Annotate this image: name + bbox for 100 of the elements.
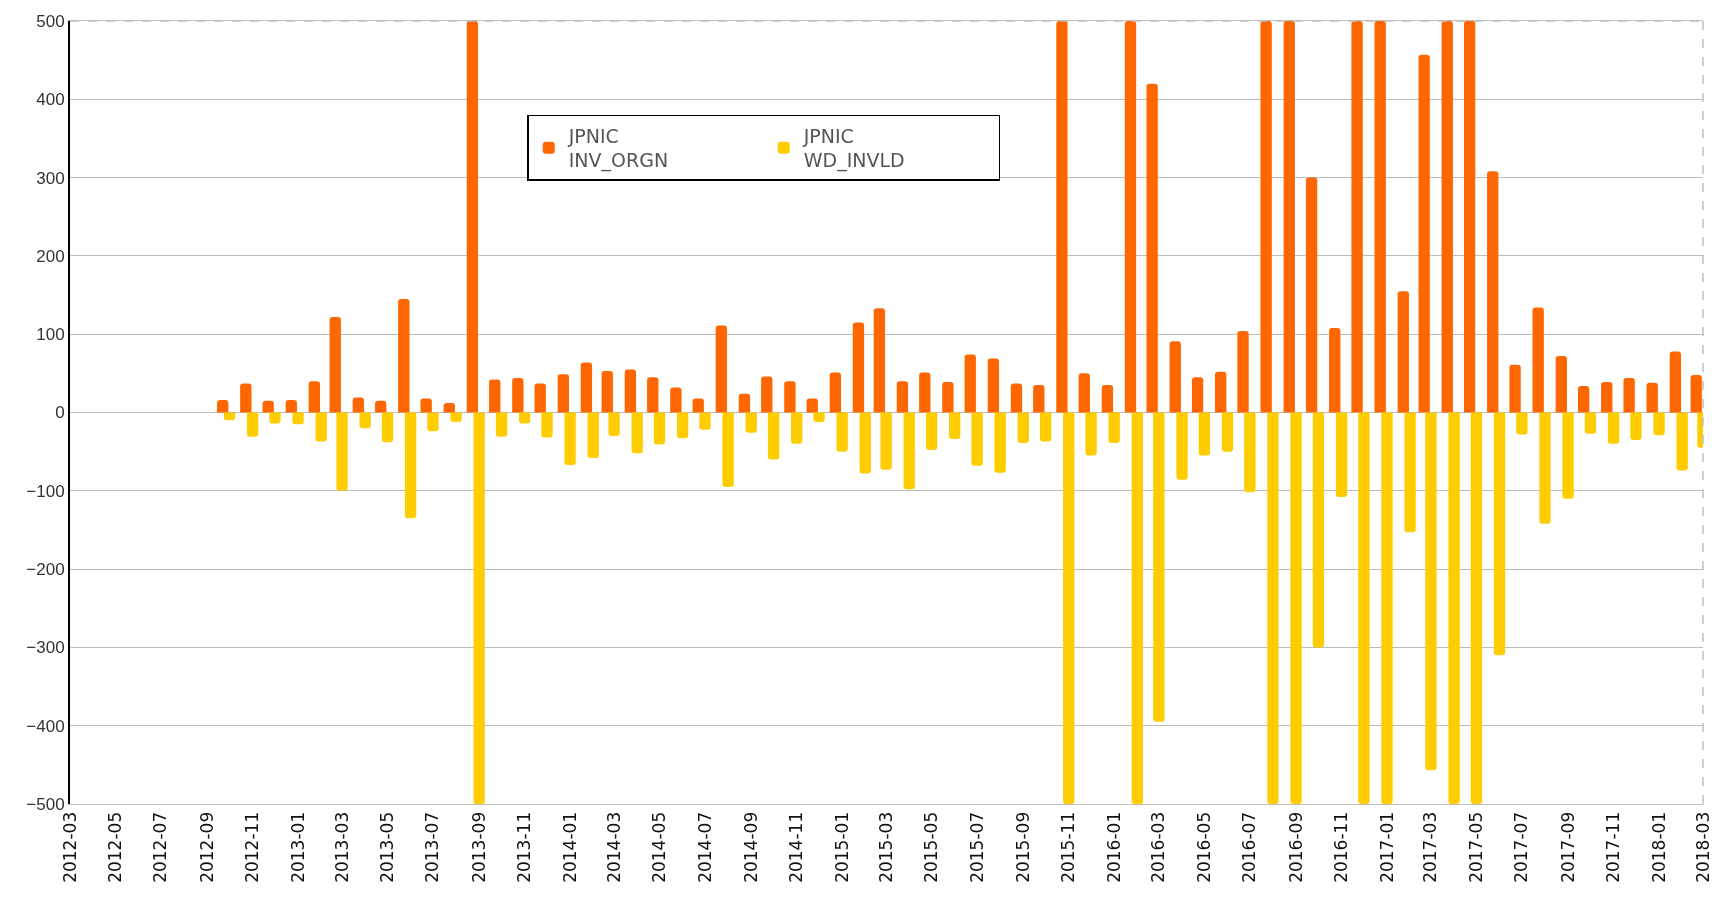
bar: [534, 383, 546, 413]
x-tick-label: 2017-01: [1376, 811, 1397, 883]
y-tick-label: 200: [36, 246, 65, 266]
x-tick-label: 2016-03: [1148, 811, 1169, 883]
bar: [1562, 412, 1574, 499]
bar: [473, 412, 485, 804]
bar: [806, 398, 818, 413]
x-tick-label: 2013-11: [514, 811, 535, 883]
bar: [1237, 331, 1249, 413]
bar: [1101, 385, 1114, 413]
bar: [1260, 21, 1272, 413]
bar: [1669, 351, 1681, 413]
bar: [1215, 371, 1227, 413]
bar: [352, 397, 365, 413]
bar: [336, 412, 348, 491]
bar: [829, 372, 842, 413]
x-tick-label: 2013-01: [287, 811, 308, 883]
legend-label: JPNIC INV_ORGN: [567, 124, 669, 173]
x-tick-label: 2017-11: [1603, 811, 1624, 883]
bar: [466, 21, 479, 413]
x-tick-label: 2015-05: [921, 811, 942, 883]
bar: [859, 412, 871, 474]
bar: [1690, 374, 1702, 413]
bar: [1532, 307, 1544, 413]
bar: [1630, 412, 1642, 440]
bar: [1176, 412, 1188, 480]
x-tick-label: 2014-05: [649, 811, 670, 883]
y-tick-label: −200: [26, 560, 65, 580]
bar: [919, 372, 931, 413]
bar: [949, 412, 961, 440]
legend-label: JPNIC WD_INVLD: [802, 124, 905, 173]
bar: [903, 412, 915, 490]
bar: [217, 399, 229, 413]
bar: [1039, 412, 1052, 442]
x-tick-label: 2013-09: [468, 811, 489, 883]
bar: [873, 308, 885, 413]
x-tick-label: 2014-03: [603, 811, 624, 883]
bar: [601, 371, 613, 413]
bar: [443, 403, 455, 413]
bar: [489, 379, 501, 413]
bar: [942, 381, 954, 413]
bar: [1335, 412, 1348, 498]
bar: [624, 369, 637, 413]
bar: [404, 412, 417, 519]
bar: [541, 412, 553, 438]
bar: [784, 381, 796, 413]
bar: [1601, 381, 1613, 413]
bar: [1623, 378, 1635, 413]
y-tick-label: −300: [26, 638, 65, 658]
bar: [1584, 412, 1597, 434]
bar: [359, 412, 371, 429]
bar: [315, 412, 327, 442]
bar: [738, 393, 751, 413]
bar: [925, 412, 938, 451]
bar: [512, 378, 524, 413]
bar: [1108, 412, 1120, 444]
x-tick-label: 2017-05: [1465, 811, 1486, 883]
bar: [1191, 377, 1204, 413]
x-tick-label: 2016-11: [1331, 811, 1352, 883]
y-tick-label: −400: [26, 716, 65, 736]
bar: [964, 354, 976, 413]
bar: [285, 399, 297, 413]
bar: [1607, 412, 1620, 444]
bar: [1010, 383, 1023, 413]
bar: [722, 412, 734, 487]
bar: [653, 412, 666, 445]
y-tick-label: 500: [36, 11, 65, 31]
bar: [427, 412, 439, 432]
x-tick-label: 2014-11: [786, 811, 807, 883]
y-tick-label: 100: [36, 325, 65, 345]
bar: [381, 412, 394, 443]
bar: [1448, 412, 1460, 804]
x-tick-label: 2012-07: [150, 811, 171, 883]
bar: [1056, 21, 1068, 413]
bar: [1131, 412, 1143, 804]
x-tick-label: 2015-11: [1058, 811, 1079, 883]
bar: [1397, 291, 1409, 413]
x-tick-label: 2013-03: [331, 811, 352, 883]
x-tick-label: 2014-07: [694, 811, 715, 883]
bar: [1577, 385, 1590, 413]
bar: [1441, 21, 1453, 413]
bar: [608, 412, 620, 436]
bar: [1153, 412, 1165, 722]
bar: [1493, 412, 1506, 656]
x-tick-label: 2013-07: [422, 811, 443, 883]
y-tick-label: 400: [36, 90, 65, 110]
bar: [564, 412, 576, 465]
bar: [692, 398, 704, 413]
bar: [1381, 412, 1393, 804]
bar: [1516, 412, 1528, 435]
bar: [587, 412, 599, 458]
bar: [1033, 385, 1045, 413]
bar: [1312, 412, 1325, 648]
x-tick-label: 2018-01: [1648, 811, 1669, 883]
bar: [880, 412, 892, 470]
bar: [1244, 412, 1256, 493]
bar: [329, 316, 341, 413]
y-tick-label: −100: [26, 481, 65, 501]
bar: [580, 362, 593, 413]
bar: [240, 383, 252, 413]
